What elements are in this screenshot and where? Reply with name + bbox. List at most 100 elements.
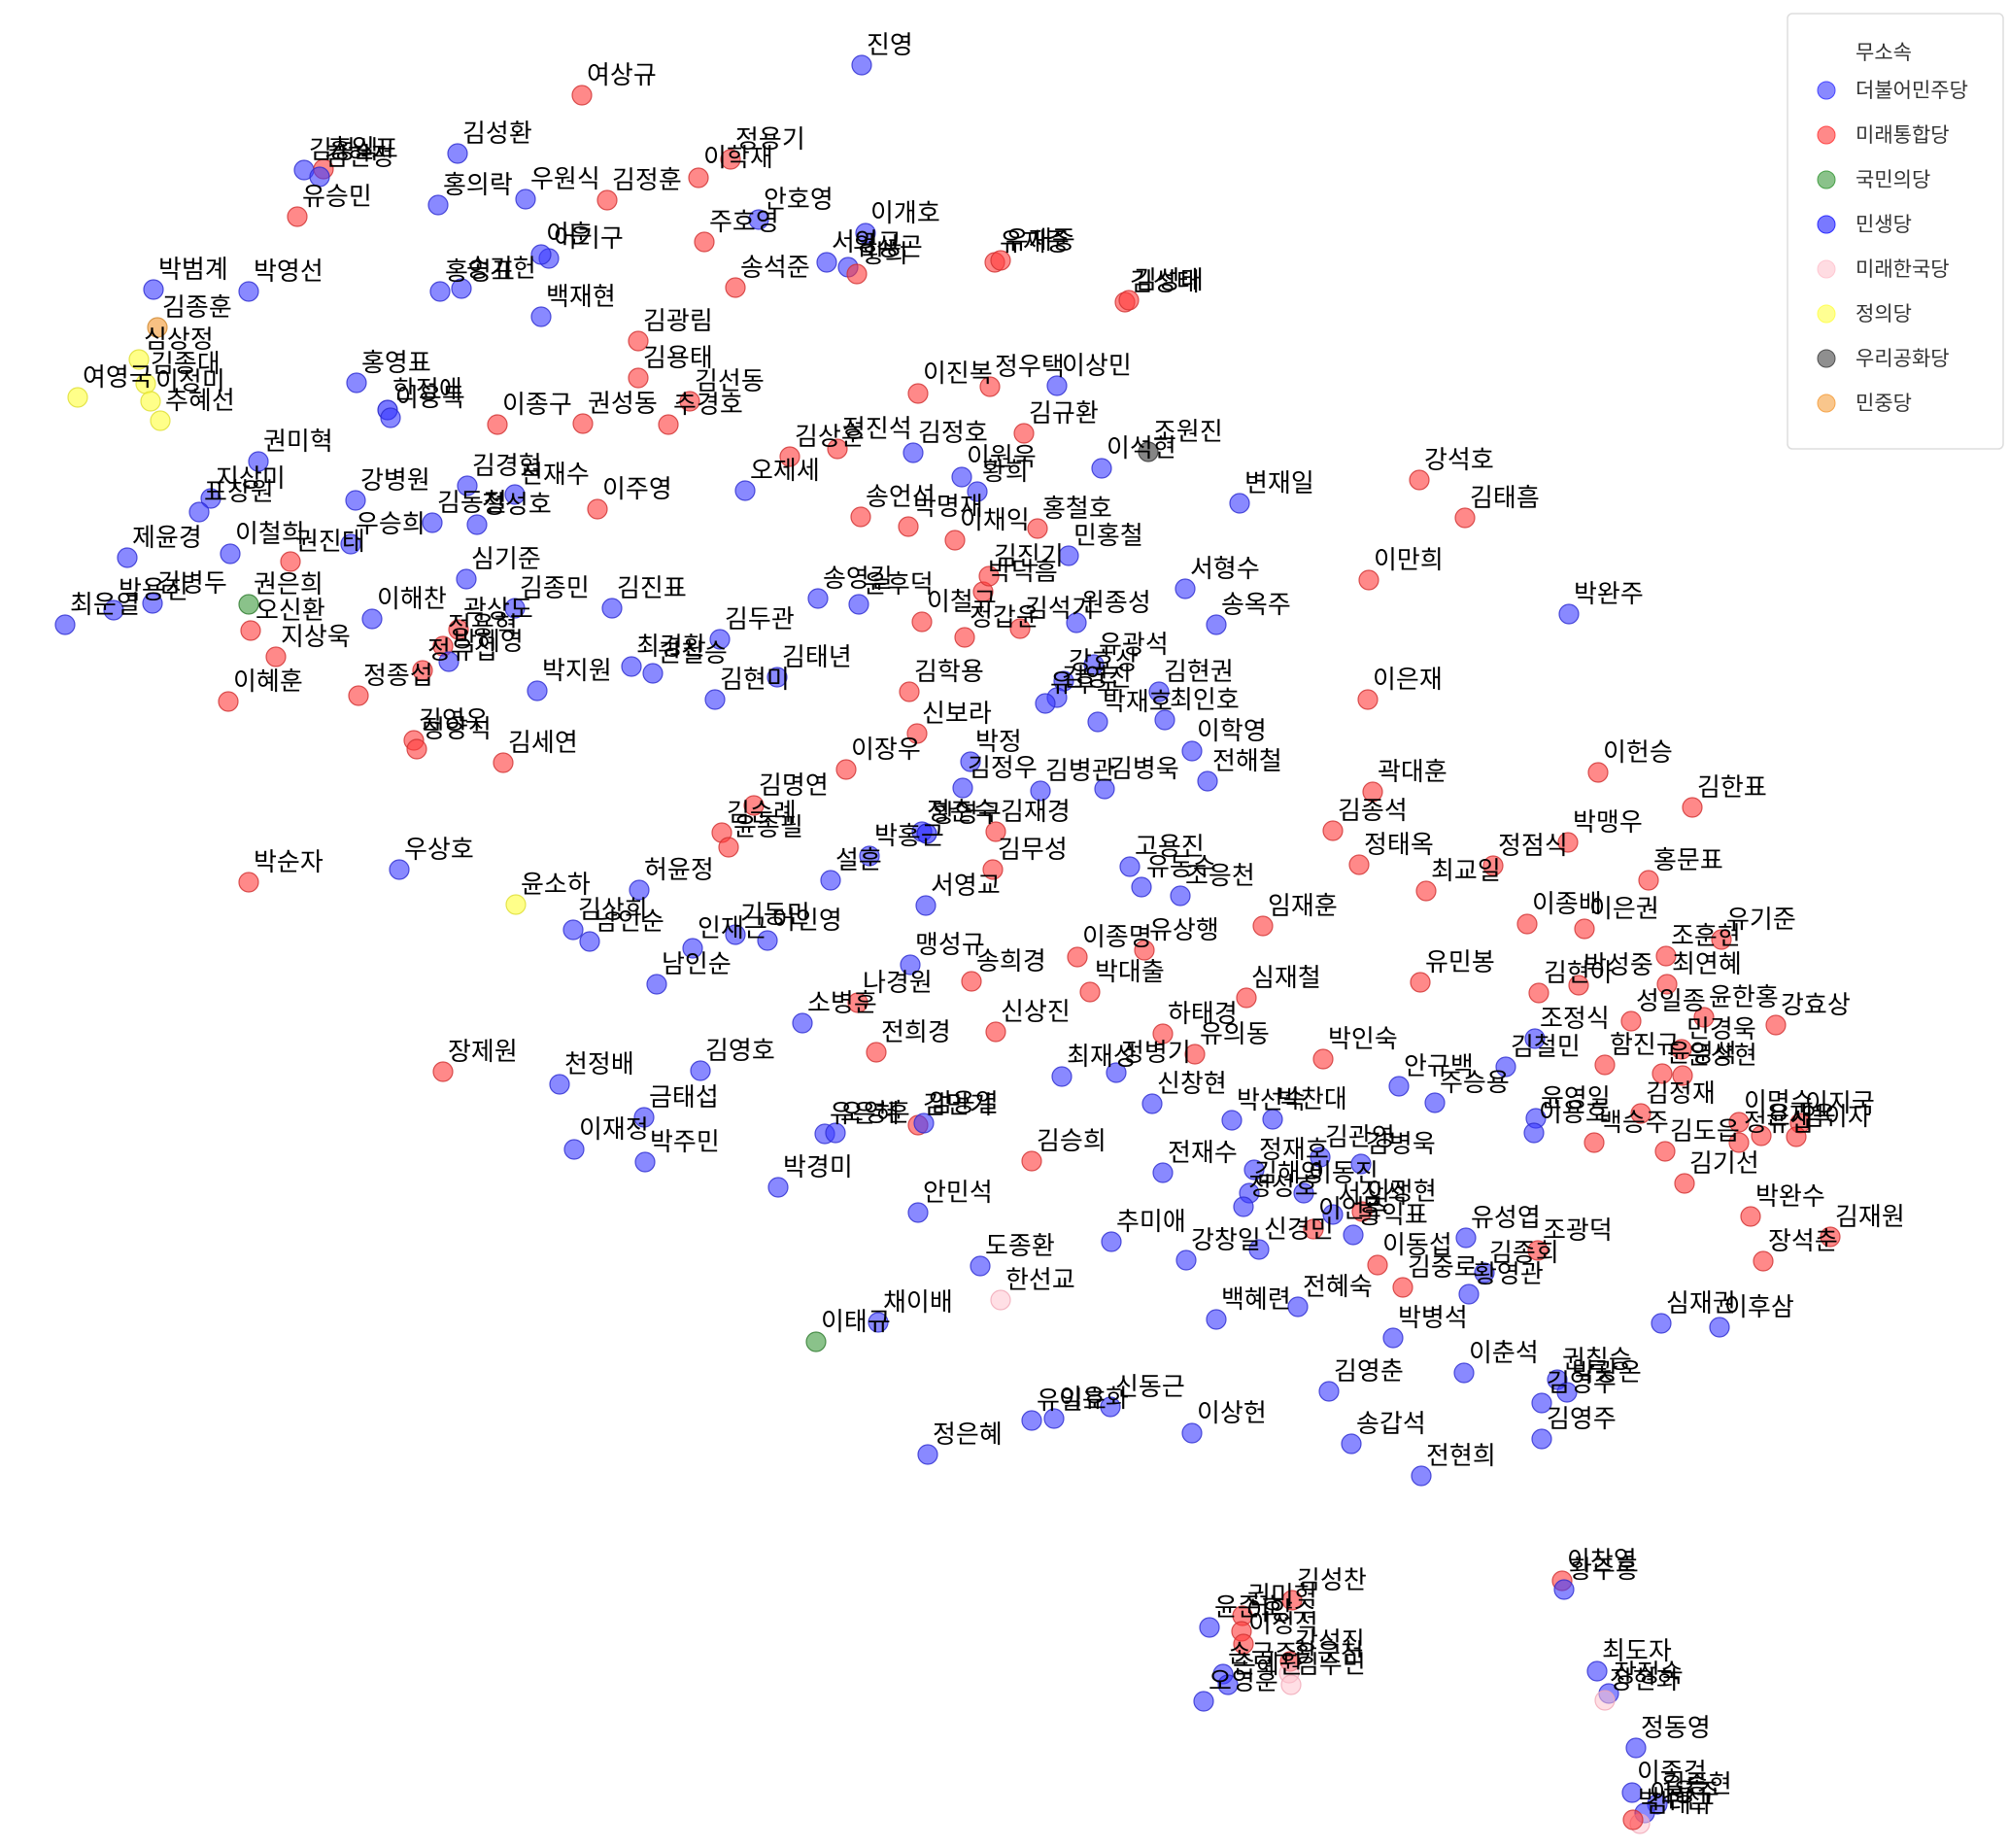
point-label: 김경협 xyxy=(472,452,542,481)
scatter-point xyxy=(985,1021,1006,1043)
scatter-point xyxy=(240,620,261,641)
point-label: 신경민 xyxy=(1264,1215,1334,1245)
scatter-point xyxy=(563,1139,585,1160)
point-label: 이혜훈 xyxy=(233,667,303,697)
scatter-point xyxy=(1051,1066,1073,1087)
point-label: 서영교 xyxy=(832,228,902,257)
point-label: 김성태 xyxy=(1130,268,1200,297)
scatter-point xyxy=(633,1107,655,1128)
point-label: 최운열 xyxy=(70,591,140,620)
point-label: 곽상도 xyxy=(463,596,533,625)
point-label: 황영구 xyxy=(932,800,1002,829)
point-label: 여영국 xyxy=(83,363,153,393)
point-label: 정태옥 xyxy=(1364,831,1434,860)
scatter-point xyxy=(990,250,1011,271)
scatter-point xyxy=(1474,1262,1495,1283)
scatter-point xyxy=(438,651,460,672)
scatter-point xyxy=(1067,946,1088,968)
scatter-point xyxy=(188,501,210,523)
scatter-point xyxy=(1728,1132,1750,1153)
scatter-point xyxy=(990,1289,1011,1311)
point-label: 우원식 xyxy=(530,165,600,194)
scatter-point xyxy=(1310,1146,1331,1168)
point-label: 조원진 xyxy=(1153,418,1223,447)
point-label: 박완수 xyxy=(1755,1182,1825,1212)
point-label: 이상헌 xyxy=(1197,1399,1267,1428)
point-label: 서형수 xyxy=(1190,555,1260,584)
scatter-point xyxy=(1118,290,1140,311)
scatter-point xyxy=(1625,1737,1647,1759)
point-label: 맹성규 xyxy=(915,931,985,960)
scatter-point xyxy=(147,317,168,338)
scatter-point xyxy=(1252,915,1274,937)
scatter-point xyxy=(238,594,259,615)
point-label: 인재근 xyxy=(698,914,767,943)
point-label: 이찬열 xyxy=(1567,1547,1637,1576)
scatter-point xyxy=(1357,689,1379,710)
point-label: 박주민 xyxy=(650,1128,720,1157)
scatter-point xyxy=(1217,1674,1239,1695)
legend-marker xyxy=(1817,304,1836,324)
scatter-point xyxy=(1341,1433,1362,1454)
scatter-point xyxy=(906,723,928,744)
scatter-point xyxy=(1654,1141,1676,1162)
point-label: 김수민 xyxy=(1296,1651,1366,1680)
scatter-point xyxy=(422,512,443,533)
point-label: 김정우 xyxy=(968,754,1038,783)
scatter-point xyxy=(1141,1093,1163,1114)
point-label: 이후삼 xyxy=(1724,1293,1794,1322)
scatter-point xyxy=(128,349,150,370)
point-label: 장정숙 xyxy=(1614,1660,1684,1689)
point-label: 남인순 xyxy=(662,950,732,979)
point-label: 홍익표 xyxy=(1358,1201,1428,1230)
point-label: 황희 xyxy=(862,240,908,269)
scatter-point xyxy=(1568,975,1589,996)
point-label: 박대출 xyxy=(1095,958,1165,987)
scatter-point xyxy=(1021,1410,1042,1431)
scatter-point xyxy=(1175,578,1196,599)
scatter-point xyxy=(1091,458,1112,479)
scatter-point xyxy=(1458,1283,1480,1305)
scatter-point xyxy=(1009,618,1031,639)
scatter-point xyxy=(720,149,741,170)
scatter-point xyxy=(944,530,966,551)
scatter-point xyxy=(103,599,124,621)
point-label: 박혜영 xyxy=(454,628,524,657)
point-label: 김규환 xyxy=(1029,399,1099,428)
scatter-point xyxy=(850,506,871,528)
point-label: 김영춘 xyxy=(1334,1357,1404,1386)
scatter-point xyxy=(1656,974,1678,995)
scatter-point xyxy=(67,387,88,408)
scatter-point xyxy=(679,391,700,412)
scatter-point xyxy=(911,611,933,633)
point-label: 홍의락 xyxy=(443,171,513,200)
scatter-point xyxy=(220,543,241,565)
scatter-point xyxy=(579,931,600,952)
point-label: 황희 xyxy=(982,458,1029,487)
point-label: 고용진 xyxy=(1135,833,1205,862)
scatter-point xyxy=(1035,693,1056,714)
point-label: 황운천 xyxy=(1294,1639,1364,1668)
scatter-point xyxy=(907,1202,929,1223)
point-label: 유후도 xyxy=(1050,669,1120,699)
scatter-point xyxy=(1175,1249,1197,1271)
scatter-point xyxy=(954,627,975,648)
point-label: 이동섭 xyxy=(1382,1231,1452,1260)
point-label: 유재중 xyxy=(1000,228,1070,257)
scatter-point xyxy=(621,656,642,677)
point-label: 심기준 xyxy=(471,545,541,574)
point-label: 김재경 xyxy=(1001,798,1071,827)
scatter-point xyxy=(1138,441,1159,462)
point-label: 김성태 xyxy=(1134,266,1204,295)
point-label: 변재일 xyxy=(1244,469,1314,498)
scatter-point xyxy=(868,1312,889,1333)
point-label: 최재성 xyxy=(1067,1043,1137,1072)
point-label: 홍영표 xyxy=(361,349,431,378)
scatter-point xyxy=(1358,569,1379,591)
scatter-point xyxy=(628,367,649,389)
point-label: 우상호 xyxy=(404,836,474,865)
scatter-point xyxy=(1199,1617,1220,1638)
scatter-point xyxy=(915,895,936,916)
scatter-point xyxy=(142,593,163,614)
